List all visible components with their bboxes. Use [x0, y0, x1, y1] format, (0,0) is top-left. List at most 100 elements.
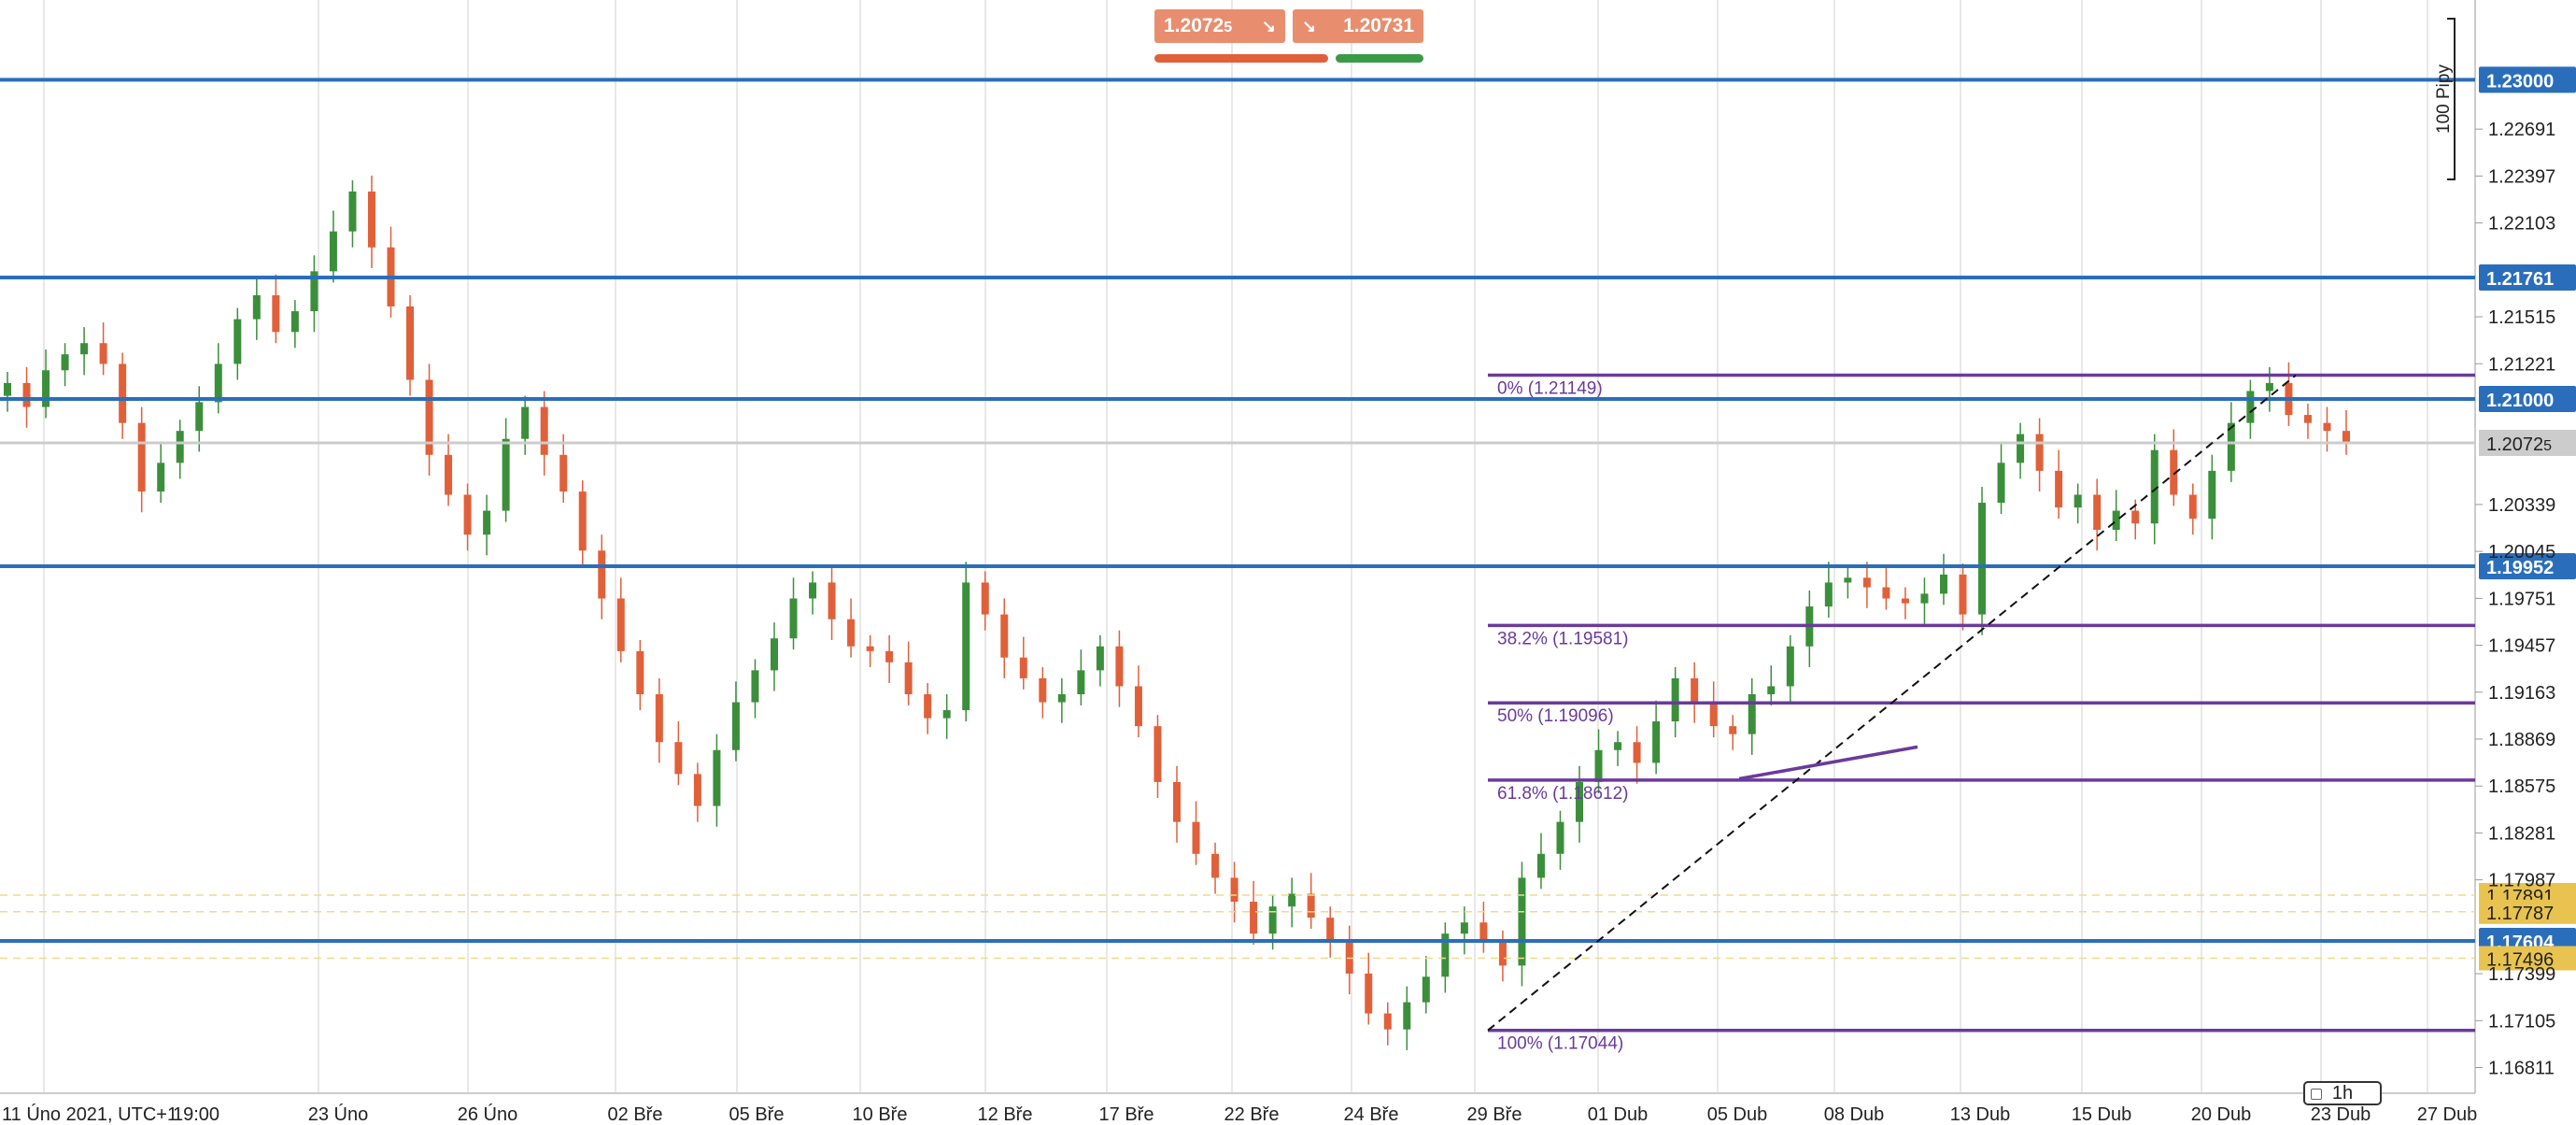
- candle-body: [348, 191, 357, 232]
- candle-body: [1556, 821, 1564, 854]
- candle: [521, 395, 530, 455]
- candle: [137, 406, 146, 513]
- buy-price-pip: 1: [1403, 15, 1414, 36]
- candle-body: [157, 463, 165, 492]
- price-tick-label: 1.19751: [2488, 589, 2555, 609]
- candle: [1115, 630, 1124, 707]
- candle-body: [1978, 503, 1987, 615]
- timeframe-selector[interactable]: 1h: [2303, 1081, 2382, 1105]
- candle-body: [1039, 677, 1047, 703]
- candle-body: [2342, 431, 2350, 444]
- candle-body: [1154, 726, 1162, 782]
- candle: [540, 391, 548, 476]
- candle-body: [809, 582, 817, 599]
- candle-body: [521, 406, 530, 439]
- candle: [655, 677, 663, 763]
- order-price-label: 1.17496: [2486, 950, 2554, 971]
- time-axis-label: 05 Bře: [729, 1104, 785, 1125]
- candle: [942, 693, 951, 739]
- fibonacci-levels: 0% (1.21149) 38.2% (1.19581) 50% (1.19096)…: [1488, 373, 2475, 1054]
- candle-body: [406, 306, 415, 380]
- candle: [1939, 553, 1947, 605]
- time-axis-label: 02 Bře: [608, 1104, 663, 1125]
- candle: [674, 721, 683, 786]
- candle-body: [1288, 893, 1296, 907]
- candle: [1691, 662, 1699, 723]
- candle: [1057, 677, 1066, 723]
- candle-body: [4, 382, 11, 396]
- candle: [367, 175, 375, 268]
- level-price-tag: [2479, 66, 2576, 93]
- time-axis-label: 27 Dub: [2417, 1104, 2478, 1125]
- candle-body: [1173, 781, 1181, 822]
- candle-body: [425, 379, 433, 455]
- candle-body: [445, 454, 453, 495]
- candle-body: [1691, 677, 1699, 703]
- sell-price-button[interactable]: 1.20725 ↘: [1154, 9, 1285, 43]
- time-axis-label: 13 Dub: [1950, 1104, 2011, 1125]
- candle: [1345, 925, 1353, 995]
- current-price-pip: 5: [2543, 438, 2552, 454]
- buy-price-button[interactable]: ↘ 1.20731: [1293, 9, 1423, 43]
- time-axis-label: 23 Dub: [2311, 1104, 2371, 1125]
- candle-body: [176, 431, 184, 463]
- candle-body: [1997, 463, 2005, 504]
- candle-body: [942, 710, 951, 719]
- candle-body: [2323, 422, 2331, 432]
- timeframe-label: 1h: [2331, 1082, 2354, 1104]
- candle-body: [1403, 1002, 1411, 1030]
- candle: [847, 598, 856, 658]
- price-tick-label: 1.17399: [2488, 964, 2555, 985]
- candle-body: [713, 749, 721, 806]
- candle-body: [1019, 657, 1027, 678]
- candle-body: [1652, 721, 1661, 763]
- candle: [2017, 422, 2025, 479]
- order-price-tag: [2479, 899, 2576, 924]
- candle-body: [1268, 906, 1277, 934]
- candle-body: [598, 550, 606, 599]
- candle-body: [1000, 614, 1009, 658]
- price-tick-label: 1.19457: [2488, 636, 2555, 657]
- price-tick-label: 1.21221: [2488, 354, 2555, 375]
- time-axis-label: 29 Bře: [1467, 1104, 1522, 1125]
- candle-body: [616, 598, 625, 651]
- candle-body: [137, 422, 146, 492]
- support-trend-line: [1738, 745, 1918, 781]
- candle-body: [1671, 677, 1679, 722]
- candle: [1997, 442, 2005, 514]
- price-tick-label: 1.18575: [2488, 776, 2555, 797]
- candle: [99, 322, 107, 376]
- candle: [483, 494, 491, 556]
- candle-body: [1441, 933, 1450, 977]
- candle-body: [1365, 973, 1373, 1014]
- candle: [1250, 880, 1258, 946]
- current-price-tag: [2479, 429, 2576, 456]
- candle: [2323, 406, 2331, 452]
- candle: [387, 226, 395, 318]
- candle-body: [751, 670, 759, 703]
- candle-body: [252, 294, 261, 320]
- candle: [1173, 765, 1181, 843]
- candle: [4, 371, 11, 412]
- candle: [1824, 562, 1833, 619]
- time-axis-label: 20 Dub: [2191, 1104, 2252, 1125]
- candle-body: [924, 693, 932, 719]
- candle-body: [789, 598, 798, 639]
- candle: [214, 343, 222, 414]
- candle-body: [1230, 877, 1238, 903]
- candle-body: [1115, 646, 1124, 687]
- fibonacci-trend-line: [1487, 374, 2297, 1032]
- order-price-label: 1.17787: [2486, 904, 2554, 924]
- price-axis: 1.22691 1.22397 1.22103 1.21515 1.21221 1.203…: [2475, 120, 2555, 1079]
- candle: [234, 307, 242, 380]
- candle-body: [1326, 918, 1335, 942]
- candle: [1556, 810, 1564, 870]
- candle: [1154, 715, 1162, 799]
- candle-body: [828, 582, 836, 619]
- time-axis-label: 11 Úno 2021, UTC+1: [2, 1104, 177, 1125]
- candle-body: [1614, 742, 1622, 750]
- candle-body: [1211, 853, 1220, 878]
- trend-lines: [1487, 374, 2297, 1032]
- candle: [885, 634, 894, 684]
